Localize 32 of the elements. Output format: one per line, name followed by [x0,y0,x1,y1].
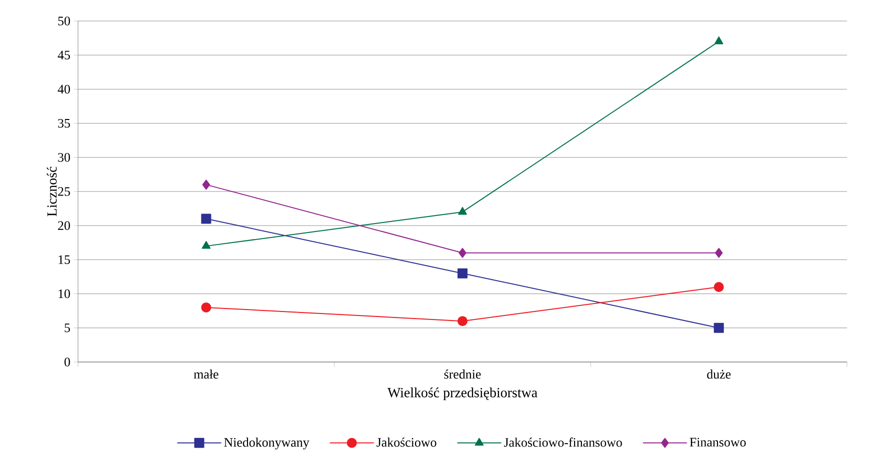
y-tick-label: 10 [58,289,70,298]
y-tick-label: 45 [58,50,70,60]
point [458,268,468,278]
y-tick-label: 30 [58,153,70,162]
point [458,248,466,258]
legend-label: Jakościowo [376,438,436,447]
y-tick-label: 25 [58,187,70,196]
legend-label: Finansowo [690,438,746,447]
point [458,206,467,215]
y-tick-label: 50 [58,16,70,26]
x-tick-label: małe [194,370,218,379]
point [202,180,210,190]
x-tick-label: duże [707,370,731,379]
point [714,36,724,44]
point [202,241,211,249]
y-tick-label: 0 [64,358,70,366]
x-tick-label: średnie [444,370,481,379]
point [714,322,724,333]
y-tick-label: 5 [64,324,70,332]
legend-label: Jakościowo-finansowo [504,438,622,447]
point [458,316,468,326]
point [201,214,212,224]
y-tick-label: 40 [58,84,70,94]
y-tick-label: 20 [58,221,70,230]
point [714,248,723,258]
y-axis-title: Liczność [46,166,57,216]
y-tick-label: 15 [58,255,70,264]
point [201,302,212,312]
x-axis-title: Wielkość przedsiębiorstwa [387,387,538,400]
point [714,282,724,292]
y-tick-label: 35 [58,118,70,128]
legend-label: Niedokonywany [224,438,310,450]
